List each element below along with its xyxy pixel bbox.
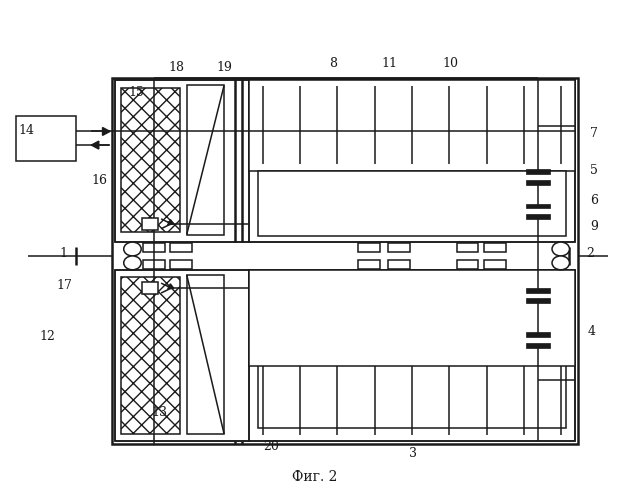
- Bar: [259, 334, 565, 428]
- Bar: [143, 243, 165, 252]
- Bar: [249, 80, 575, 171]
- Bar: [112, 78, 578, 444]
- Bar: [170, 260, 192, 269]
- Circle shape: [124, 256, 141, 270]
- Circle shape: [124, 242, 141, 256]
- Bar: [115, 270, 249, 442]
- Bar: [484, 243, 506, 252]
- Bar: [115, 80, 249, 242]
- Bar: [187, 274, 224, 434]
- Text: 3: 3: [409, 447, 417, 460]
- Text: 17: 17: [56, 279, 72, 292]
- Polygon shape: [167, 284, 174, 290]
- Bar: [142, 282, 158, 294]
- Text: 20: 20: [263, 440, 279, 454]
- Bar: [358, 243, 380, 252]
- Bar: [388, 243, 410, 252]
- Bar: [115, 270, 575, 442]
- Text: 15: 15: [129, 86, 145, 100]
- Polygon shape: [103, 128, 110, 136]
- Text: 19: 19: [216, 60, 232, 74]
- Bar: [249, 80, 575, 242]
- Bar: [526, 332, 550, 337]
- Text: 2: 2: [586, 247, 594, 260]
- Bar: [457, 260, 479, 269]
- Bar: [526, 298, 550, 304]
- Bar: [526, 204, 550, 208]
- Text: Фиг. 2: Фиг. 2: [292, 470, 337, 484]
- Text: 12: 12: [40, 330, 55, 343]
- Polygon shape: [167, 220, 174, 225]
- Bar: [526, 343, 550, 348]
- Bar: [121, 277, 181, 434]
- Bar: [388, 260, 410, 269]
- Bar: [115, 80, 575, 242]
- Text: 16: 16: [91, 174, 108, 188]
- Circle shape: [552, 256, 569, 270]
- Text: 7: 7: [590, 128, 598, 140]
- Bar: [121, 88, 181, 232]
- Text: 5: 5: [590, 164, 598, 177]
- Bar: [249, 270, 575, 442]
- Bar: [16, 116, 75, 161]
- Text: 10: 10: [442, 56, 459, 70]
- Text: 6: 6: [590, 194, 598, 207]
- Bar: [259, 172, 565, 236]
- Text: 13: 13: [152, 406, 168, 418]
- Bar: [526, 169, 550, 174]
- Bar: [457, 243, 479, 252]
- Text: 18: 18: [168, 60, 184, 74]
- Bar: [526, 214, 550, 220]
- Text: 1: 1: [60, 247, 68, 260]
- Bar: [249, 270, 575, 366]
- Text: 14: 14: [18, 124, 35, 137]
- Bar: [170, 243, 192, 252]
- Bar: [484, 260, 506, 269]
- Circle shape: [552, 242, 569, 256]
- Text: 9: 9: [590, 220, 598, 233]
- Bar: [187, 86, 224, 234]
- Bar: [526, 180, 550, 184]
- Text: 11: 11: [381, 56, 398, 70]
- Bar: [143, 260, 165, 269]
- Bar: [358, 260, 380, 269]
- Text: 4: 4: [588, 325, 596, 338]
- Bar: [526, 288, 550, 292]
- Text: 8: 8: [329, 56, 337, 70]
- Bar: [142, 218, 158, 230]
- Polygon shape: [91, 141, 99, 149]
